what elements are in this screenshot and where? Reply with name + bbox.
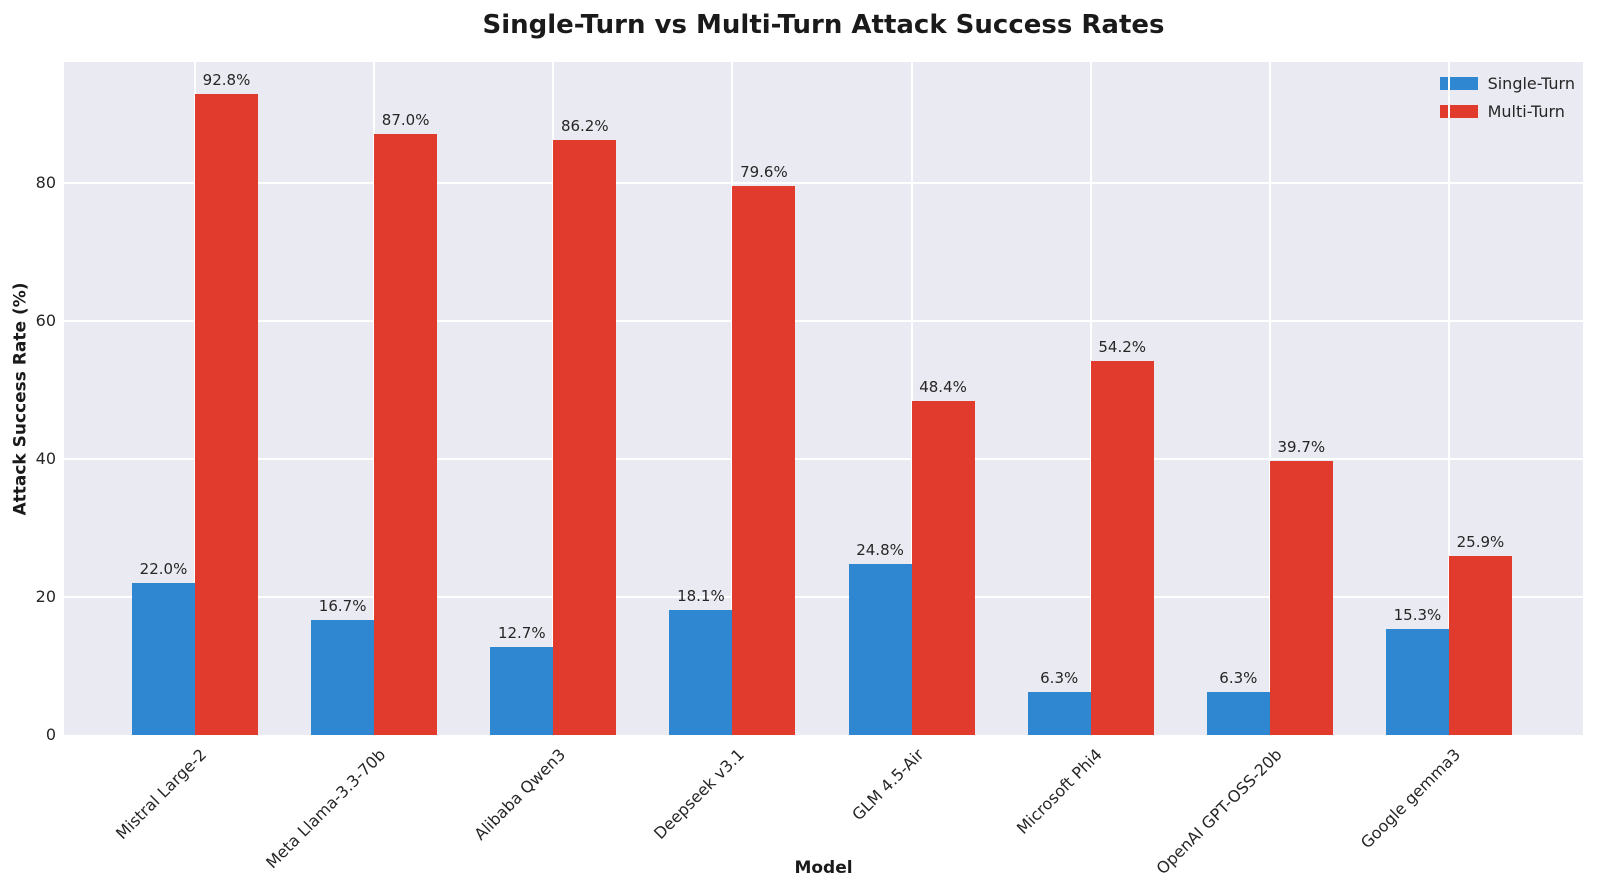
gridline-x-6 bbox=[1268, 62, 1271, 735]
legend-patch-multi-turn bbox=[1439, 105, 1478, 118]
xtick-label-4: GLM 4.5-Air bbox=[847, 745, 927, 825]
xtick-label-5: Microsoft Phi4 bbox=[1013, 745, 1107, 838]
bar-multi-turn-6 bbox=[1269, 460, 1333, 735]
xtick-label-3: Deepseek v3.1 bbox=[649, 745, 748, 843]
value-label-single-turn-7: 15.3% bbox=[1393, 606, 1442, 625]
chart-title: Single-Turn vs Multi-Turn Attack Success… bbox=[482, 10, 1165, 40]
ytick-label-40: 40 bbox=[35, 448, 56, 468]
legend-row-multi-turn: Multi-Turn bbox=[1439, 102, 1575, 121]
ytick-label-20: 20 bbox=[35, 586, 56, 606]
value-label-multi-turn-3: 79.6% bbox=[740, 162, 788, 181]
bar-single-turn-4 bbox=[848, 563, 912, 735]
bar-multi-turn-7 bbox=[1448, 556, 1512, 735]
gridline-y-80 bbox=[64, 181, 1583, 184]
bar-single-turn-1 bbox=[311, 619, 375, 735]
value-label-single-turn-5: 6.3% bbox=[1040, 668, 1079, 687]
plot-area: Single-Turn Multi-Turn 22.0% 16.7% 12.7% 18.… bbox=[64, 62, 1583, 735]
ytick-label-80: 80 bbox=[35, 172, 56, 192]
value-label-single-turn-6: 6.3% bbox=[1219, 668, 1258, 687]
value-label-multi-turn-1: 87.0% bbox=[381, 111, 430, 130]
xtick-label-0: Mistral Large-2 bbox=[112, 745, 211, 844]
bar-single-turn-6 bbox=[1206, 691, 1270, 735]
bar-single-turn-0 bbox=[132, 583, 195, 735]
value-label-multi-turn-7: 25.9% bbox=[1456, 533, 1505, 552]
value-label-single-turn-1: 16.7% bbox=[318, 596, 367, 615]
gridline-y-20 bbox=[64, 595, 1583, 598]
bar-single-turn-3 bbox=[669, 610, 733, 735]
y-axis-label-wrap: Attack Success Rate (%) bbox=[6, 62, 36, 735]
value-label-single-turn-4: 24.8% bbox=[856, 540, 904, 559]
bar-multi-turn-2 bbox=[553, 140, 617, 735]
gridline-y-40 bbox=[64, 457, 1583, 460]
value-label-single-turn-3: 18.1% bbox=[677, 587, 725, 606]
bar-multi-turn-0 bbox=[195, 94, 258, 735]
bar-multi-turn-5 bbox=[1090, 360, 1154, 735]
gridline-x-4 bbox=[910, 62, 913, 735]
xtick-label-2: Alibaba Qwen3 bbox=[469, 745, 569, 844]
value-label-multi-turn-5: 54.2% bbox=[1098, 337, 1147, 356]
value-label-single-turn-2: 12.7% bbox=[497, 624, 546, 643]
xtick-label-7: Google gemma3 bbox=[1357, 745, 1465, 853]
bar-single-turn-7 bbox=[1385, 629, 1449, 735]
value-label-single-turn-0: 22.0% bbox=[139, 560, 188, 579]
legend-label-single-turn: Single-Turn bbox=[1487, 74, 1575, 93]
bar-multi-turn-4 bbox=[911, 400, 975, 735]
xtick-label-1: Meta Llama-3.3-70b bbox=[262, 745, 390, 873]
bar-single-turn-5 bbox=[1027, 691, 1091, 735]
legend-label-multi-turn: Multi-Turn bbox=[1487, 102, 1565, 121]
legend-row-single-turn: Single-Turn bbox=[1439, 74, 1575, 93]
value-label-multi-turn-4: 48.4% bbox=[919, 377, 967, 396]
bar-multi-turn-3 bbox=[732, 185, 796, 735]
value-label-multi-turn-0: 92.8% bbox=[202, 71, 251, 90]
legend-patch-single-turn bbox=[1439, 77, 1478, 90]
ytick-label-0: 0 bbox=[45, 725, 56, 744]
gridline-y-60 bbox=[64, 319, 1583, 322]
legend: Single-Turn Multi-Turn bbox=[1439, 74, 1575, 121]
gridline-x-7 bbox=[1447, 62, 1450, 735]
value-label-multi-turn-2: 86.2% bbox=[560, 117, 609, 135]
ytick-label-60: 60 bbox=[35, 310, 56, 330]
bar-multi-turn-1 bbox=[374, 134, 438, 735]
value-label-multi-turn-6: 39.7% bbox=[1277, 437, 1326, 456]
x-axis-label: Model bbox=[794, 858, 853, 878]
bar-single-turn-2 bbox=[490, 647, 554, 735]
